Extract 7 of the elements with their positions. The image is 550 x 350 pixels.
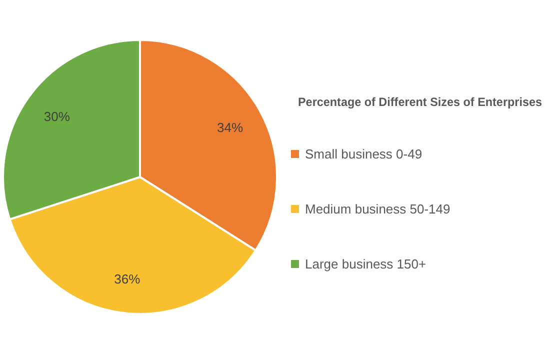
text: Percentage of Different Sizes of Enterprises [298,95,548,109]
legend-label: Small business 0-49 [305,146,422,162]
legend-label: Large business 150+ [305,256,426,272]
data-label: 36% [114,271,141,286]
data-label: 30% [44,109,70,124]
data-label: 34% [217,120,244,135]
legend-label: Medium business 50-149 [305,202,450,216]
